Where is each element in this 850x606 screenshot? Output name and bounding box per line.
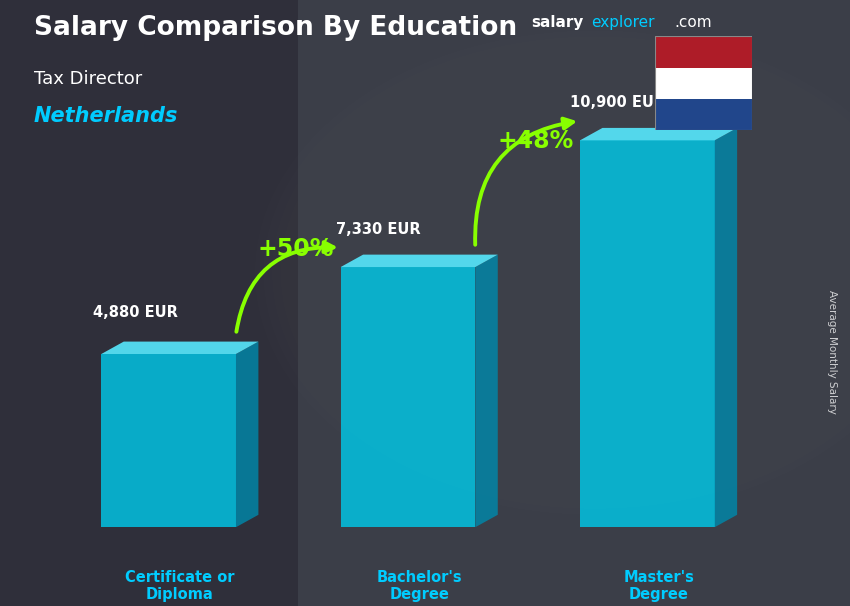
Bar [0, 0, 298, 606]
Text: Netherlands: Netherlands [34, 106, 178, 126]
Text: Certificate or
Diploma: Certificate or Diploma [125, 570, 235, 602]
Bar [654, 36, 752, 68]
Polygon shape [341, 255, 498, 267]
Polygon shape [580, 141, 715, 527]
Text: Tax Director: Tax Director [34, 70, 142, 88]
Text: explorer: explorer [591, 15, 654, 30]
Bar [654, 99, 752, 130]
Text: .com: .com [674, 15, 711, 30]
Polygon shape [341, 267, 475, 527]
Bar [654, 68, 752, 99]
Bar [298, 0, 850, 606]
Text: +50%: +50% [258, 238, 334, 261]
Polygon shape [715, 128, 737, 527]
Polygon shape [580, 128, 737, 141]
Polygon shape [236, 342, 258, 527]
Text: 10,900 EUR: 10,900 EUR [570, 95, 665, 110]
Polygon shape [475, 255, 498, 527]
Text: Master's
Degree: Master's Degree [623, 570, 694, 602]
Text: Average Monthly Salary: Average Monthly Salary [827, 290, 837, 413]
Polygon shape [101, 354, 236, 527]
Text: 7,330 EUR: 7,330 EUR [336, 222, 421, 237]
Text: Bachelor's
Degree: Bachelor's Degree [377, 570, 462, 602]
Text: +48%: +48% [497, 129, 573, 153]
Polygon shape [101, 342, 258, 354]
Text: Salary Comparison By Education: Salary Comparison By Education [34, 15, 517, 41]
Text: salary: salary [531, 15, 584, 30]
Text: 4,880 EUR: 4,880 EUR [93, 305, 178, 321]
